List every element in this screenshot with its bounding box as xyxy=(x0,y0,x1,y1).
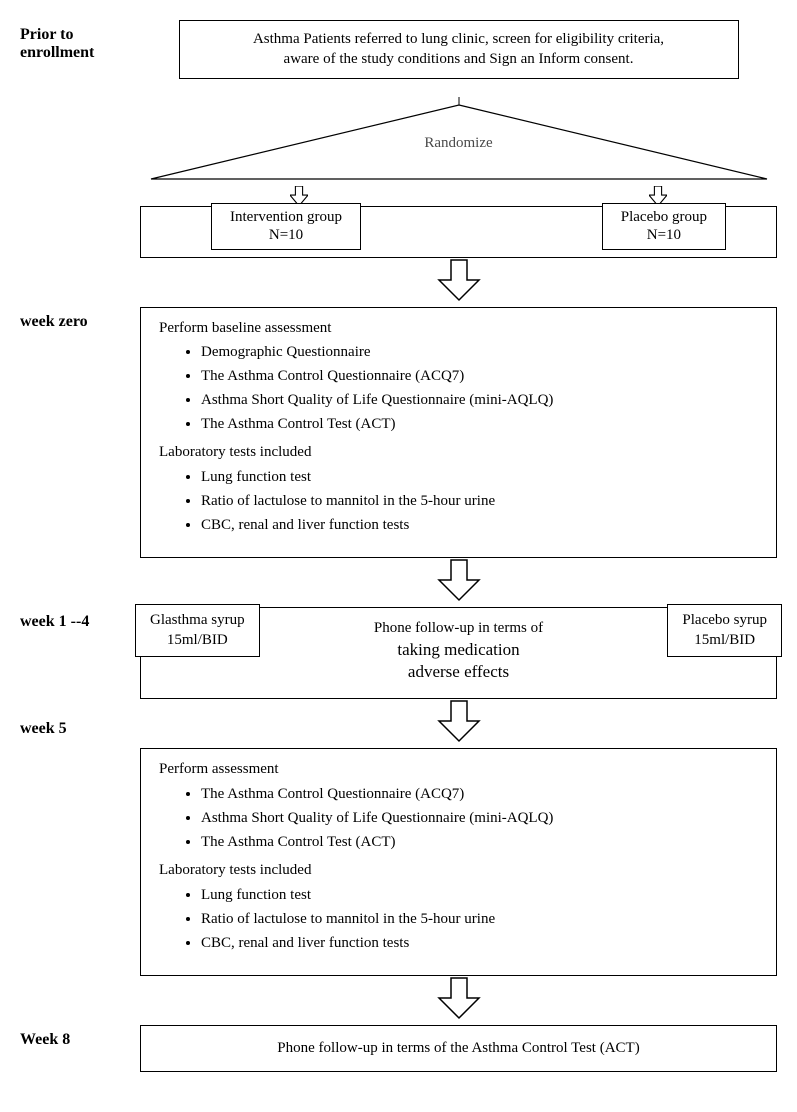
week14-box: Glasthma syrup 15ml/BID Placebo syrup 15… xyxy=(140,607,777,699)
down-arrow-icon xyxy=(437,976,481,1020)
intervention-title: Intervention group xyxy=(230,208,342,227)
phase-label-week8: Week 8 xyxy=(20,1025,140,1049)
row-week8: Week 8 Phone follow-up in terms of the A… xyxy=(20,1025,777,1072)
phase-prior-text: Prior to enrollment xyxy=(20,26,94,61)
list-item: The Asthma Control Test (ACT) xyxy=(201,413,758,437)
row-week0: week zero Perform baseline assessment De… xyxy=(20,307,777,608)
week14-center3: adverse effects xyxy=(141,661,776,684)
groups-bar: Intervention group N=10 Placebo group N=… xyxy=(140,206,777,258)
list-item: Demographic Questionnaire xyxy=(201,341,758,365)
list-item: Ratio of lactulose to mannitol in the 5-… xyxy=(201,490,758,514)
phase-label-week5: week 5 xyxy=(20,714,140,738)
week5-box: Perform assessment The Asthma Control Qu… xyxy=(140,748,777,976)
down-arrow-icon xyxy=(437,558,481,602)
phase-label-prior: Prior to enrollment xyxy=(20,20,140,62)
list-item: The Asthma Control Questionnaire (ACQ7) xyxy=(201,783,758,807)
arrow-wrap-1 xyxy=(140,258,777,307)
list-item: Asthma Short Quality of Life Questionnai… xyxy=(201,389,758,413)
phase-label-week14: week 1 --4 xyxy=(20,607,140,631)
phase-week14-text: week 1 --4 xyxy=(20,613,89,630)
phase-label-week0: week zero xyxy=(20,307,140,331)
placebo-syrup-title: Placebo syrup xyxy=(682,611,767,631)
week0-list2: Lung function test Ratio of lactulose to… xyxy=(159,466,758,537)
phase-week8-text: Week 8 xyxy=(20,1031,70,1048)
week0-list1: Demographic Questionnaire The Asthma Con… xyxy=(159,341,758,436)
placebo-n: N=10 xyxy=(621,226,707,245)
row-prior: Prior to enrollment Asthma Patients refe… xyxy=(20,20,777,307)
enroll-line2: aware of the study conditions and Sign a… xyxy=(194,49,724,69)
list-item: CBC, renal and liver function tests xyxy=(201,932,758,956)
glasthma-box: Glasthma syrup 15ml/BID xyxy=(135,604,260,657)
week8-box: Phone follow-up in terms of the Asthma C… xyxy=(140,1025,777,1072)
list-item: Lung function test xyxy=(201,466,758,490)
intervention-group-box: Intervention group N=10 xyxy=(211,203,361,251)
content-week8: Phone follow-up in terms of the Asthma C… xyxy=(140,1025,777,1072)
list-item: The Asthma Control Test (ACT) xyxy=(201,831,758,855)
placebo-syrup-box: Placebo syrup 15ml/BID xyxy=(667,604,782,657)
intervention-n: N=10 xyxy=(230,226,342,245)
arrow-wrap-3 xyxy=(140,699,777,748)
enroll-line1: Asthma Patients referred to lung clinic,… xyxy=(194,29,724,49)
list-item: Ratio of lactulose to mannitol in the 5-… xyxy=(201,908,758,932)
randomize-label: Randomize xyxy=(140,135,777,152)
list-item: Asthma Short Quality of Life Questionnai… xyxy=(201,807,758,831)
enrollment-box: Asthma Patients referred to lung clinic,… xyxy=(179,20,739,79)
list-item: Lung function test xyxy=(201,884,758,908)
list-item: The Asthma Control Questionnaire (ACQ7) xyxy=(201,365,758,389)
randomize-triangle: Randomize xyxy=(140,97,777,192)
content-week5: Perform assessment The Asthma Control Qu… xyxy=(140,748,777,1025)
phase-week0-text: week zero xyxy=(20,313,88,330)
week5-list1: The Asthma Control Questionnaire (ACQ7) … xyxy=(159,783,758,854)
phase-week5-text: week 5 xyxy=(20,720,67,737)
content-week14: Glasthma syrup 15ml/BID Placebo syrup 15… xyxy=(140,607,777,748)
arrow-wrap-2 xyxy=(140,558,777,607)
week0-heading2: Laboratory tests included xyxy=(159,442,758,464)
glasthma-title: Glasthma syrup xyxy=(150,611,245,631)
placebo-syrup-dose: 15ml/BID xyxy=(682,631,767,651)
week5-list2: Lung function test Ratio of lactulose to… xyxy=(159,884,758,955)
content-week0: Perform baseline assessment Demographic … xyxy=(140,307,777,608)
down-arrow-icon xyxy=(437,258,481,302)
placebo-title: Placebo group xyxy=(621,208,707,227)
glasthma-dose: 15ml/BID xyxy=(150,631,245,651)
week8-text: Phone follow-up in terms of the Asthma C… xyxy=(277,1040,639,1056)
down-arrow-icon xyxy=(437,699,481,743)
content-prior: Asthma Patients referred to lung clinic,… xyxy=(140,20,777,307)
week5-heading2: Laboratory tests included xyxy=(159,860,758,882)
week0-box: Perform baseline assessment Demographic … xyxy=(140,307,777,559)
week0-heading1: Perform baseline assessment xyxy=(159,318,758,340)
week5-heading1: Perform assessment xyxy=(159,759,758,781)
row-week5: week 5 Perform assessment The Asthma Con… xyxy=(20,748,777,1025)
placebo-group-box: Placebo group N=10 xyxy=(602,203,726,251)
list-item: CBC, renal and liver function tests xyxy=(201,514,758,538)
arrow-wrap-4 xyxy=(140,976,777,1025)
